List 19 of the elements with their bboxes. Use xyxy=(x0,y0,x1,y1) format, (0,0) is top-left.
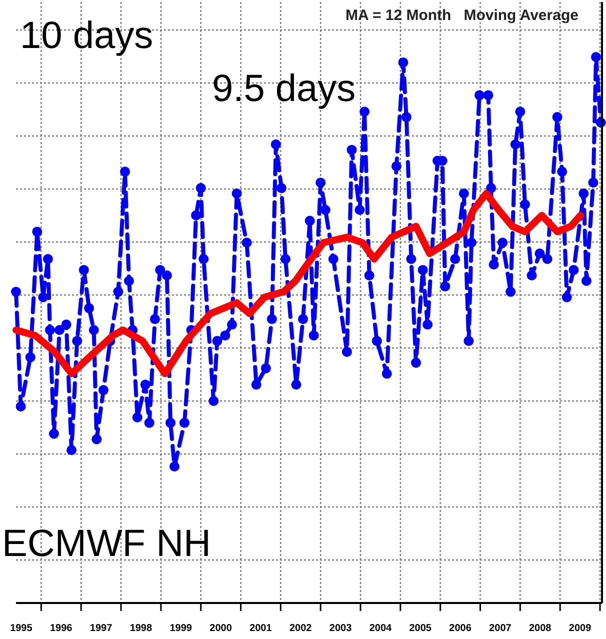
annotation: 9.5 days xyxy=(212,68,356,110)
x-tick-label: 2005 xyxy=(409,623,432,634)
x-tick-label: 2009 xyxy=(568,623,592,634)
x-tick-label: 2002 xyxy=(289,623,312,634)
x-tick-label: 2003 xyxy=(329,623,352,634)
x-tick-label: 2008 xyxy=(529,623,552,634)
x-tick-label: 1998 xyxy=(130,623,153,634)
annotation: ECMWF NH xyxy=(2,523,211,565)
chart-title: MA = 12 Month Moving Average xyxy=(346,7,578,24)
annotation: 10 days xyxy=(20,15,154,57)
x-tick-label: 2007 xyxy=(489,623,512,634)
x-tick-label: 2004 xyxy=(369,623,392,634)
x-tick-label: 2006 xyxy=(449,623,472,634)
x-tick-label: 2001 xyxy=(250,623,272,634)
x-tick-label: 1996 xyxy=(50,623,73,634)
x-tick-label: 1995 xyxy=(10,623,33,634)
x-tick-label: 1997 xyxy=(90,623,113,634)
x-tick-label: 2000 xyxy=(210,623,232,634)
x-tick-label: 1999 xyxy=(170,623,192,634)
